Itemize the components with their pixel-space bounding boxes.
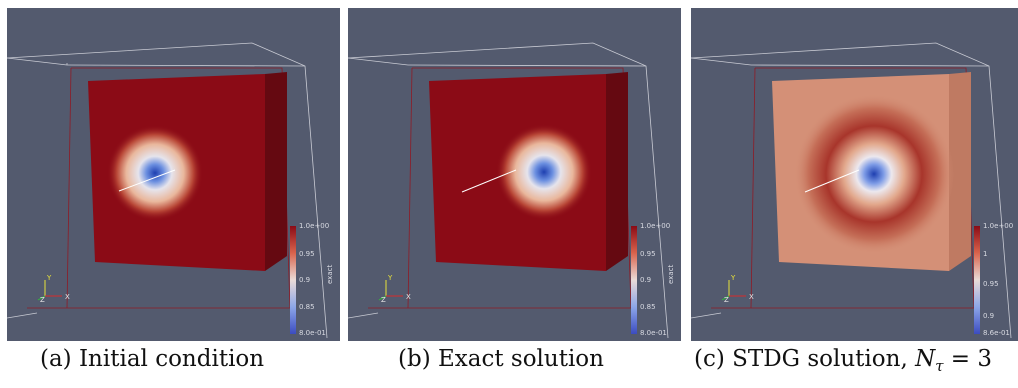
render-stdg-solution: Y Z X 1.0e+00 1 0.95 0.9 8.6e-01 — [691, 42, 1013, 339]
bounding-box — [348, 42, 669, 339]
colorbar: 1.0e+00 1 0.95 0.9 8.6e-01 — [974, 222, 1013, 337]
axis-y-label: Y — [46, 274, 52, 282]
colorbar-min-label: 8.0e-01 — [299, 329, 326, 337]
orientation-axes: Y Z X — [721, 274, 754, 304]
caption-suffix: = 3 — [943, 346, 993, 372]
caption-prefix: (c) STDG solution, — [694, 346, 916, 372]
render-exact-solution: Y Z X 1.0e+00 0.95 0.9 0.85 8.0e-01 exac… — [348, 42, 675, 339]
colorbar-min-label: 8.6e-01 — [983, 329, 1010, 337]
axis-y-label: Y — [730, 274, 736, 282]
colorbar-title: exact — [326, 265, 334, 284]
caption-symbol: N — [915, 346, 936, 372]
panel-exact-solution: Y Z X 1.0e+00 0.95 0.9 0.85 8.0e-01 exac… — [348, 8, 681, 341]
colorbar-max-label: 1.0e+00 — [640, 222, 670, 230]
colorbar-max-label: 1.0e+00 — [983, 222, 1013, 230]
colorbar-tick: 0.95 — [640, 250, 656, 258]
colorbar: 1.0e+00 0.95 0.9 0.85 8.0e-01 exact — [631, 222, 675, 337]
render-initial-condition: Y Z X 1.0e+00 0.95 0.9 0.85 8.0e-01 exac… — [7, 42, 334, 339]
orientation-axes: Y Z X — [37, 274, 70, 304]
caption-subscript: τ — [935, 357, 944, 372]
cube-side — [265, 72, 287, 271]
orientation-axes: Y Z X — [378, 274, 411, 304]
solution-blob — [794, 94, 954, 254]
colorbar-max-label: 1.0e+00 — [299, 222, 329, 230]
probe-line — [804, 169, 860, 193]
cube-side — [606, 72, 628, 271]
axis-x-label: X — [749, 293, 754, 301]
probe-line — [461, 169, 517, 193]
axis-y-label: Y — [387, 274, 393, 282]
solution-blob — [496, 124, 592, 220]
bounding-box — [7, 42, 328, 339]
colorbar-title: exact — [667, 265, 675, 284]
axis-z-label: Z — [381, 296, 386, 304]
cube-side — [949, 72, 971, 271]
colorbar-tick: 0.9 — [299, 276, 310, 284]
axis-z-label: Z — [724, 296, 729, 304]
colorbar-tick: 0.85 — [299, 303, 315, 311]
caption-exact-solution: (b) Exact solution — [398, 346, 604, 372]
panel-stdg-solution: Y Z X 1.0e+00 1 0.95 0.9 8.6e-01 — [691, 8, 1018, 341]
probe-line — [118, 169, 176, 192]
colorbar: 1.0e+00 0.95 0.9 0.85 8.0e-01 exact — [290, 222, 334, 337]
axis-x-label: X — [406, 293, 411, 301]
colorbar-min-label: 8.0e-01 — [640, 329, 667, 337]
axis-z-label: Z — [40, 296, 45, 304]
panel-initial-condition: Y Z X 1.0e+00 0.95 0.9 0.85 8.0e-01 exac… — [7, 8, 340, 341]
colorbar-tick: 1 — [983, 250, 987, 258]
colorbar-tick: 0.85 — [640, 303, 656, 311]
colorbar-tick: 0.9 — [640, 276, 651, 284]
colorbar-tick: 0.95 — [983, 280, 999, 288]
colorbar-tick: 0.95 — [299, 250, 315, 258]
colorbar-tick: 0.9 — [983, 312, 994, 320]
bounding-box — [691, 42, 1012, 339]
caption-initial-condition: (a) Initial condition — [40, 346, 265, 372]
caption-stdg-solution: (c) STDG solution, Nτ = 3 — [694, 346, 1018, 372]
axis-x-label: X — [65, 293, 70, 301]
solution-blob — [107, 125, 203, 221]
